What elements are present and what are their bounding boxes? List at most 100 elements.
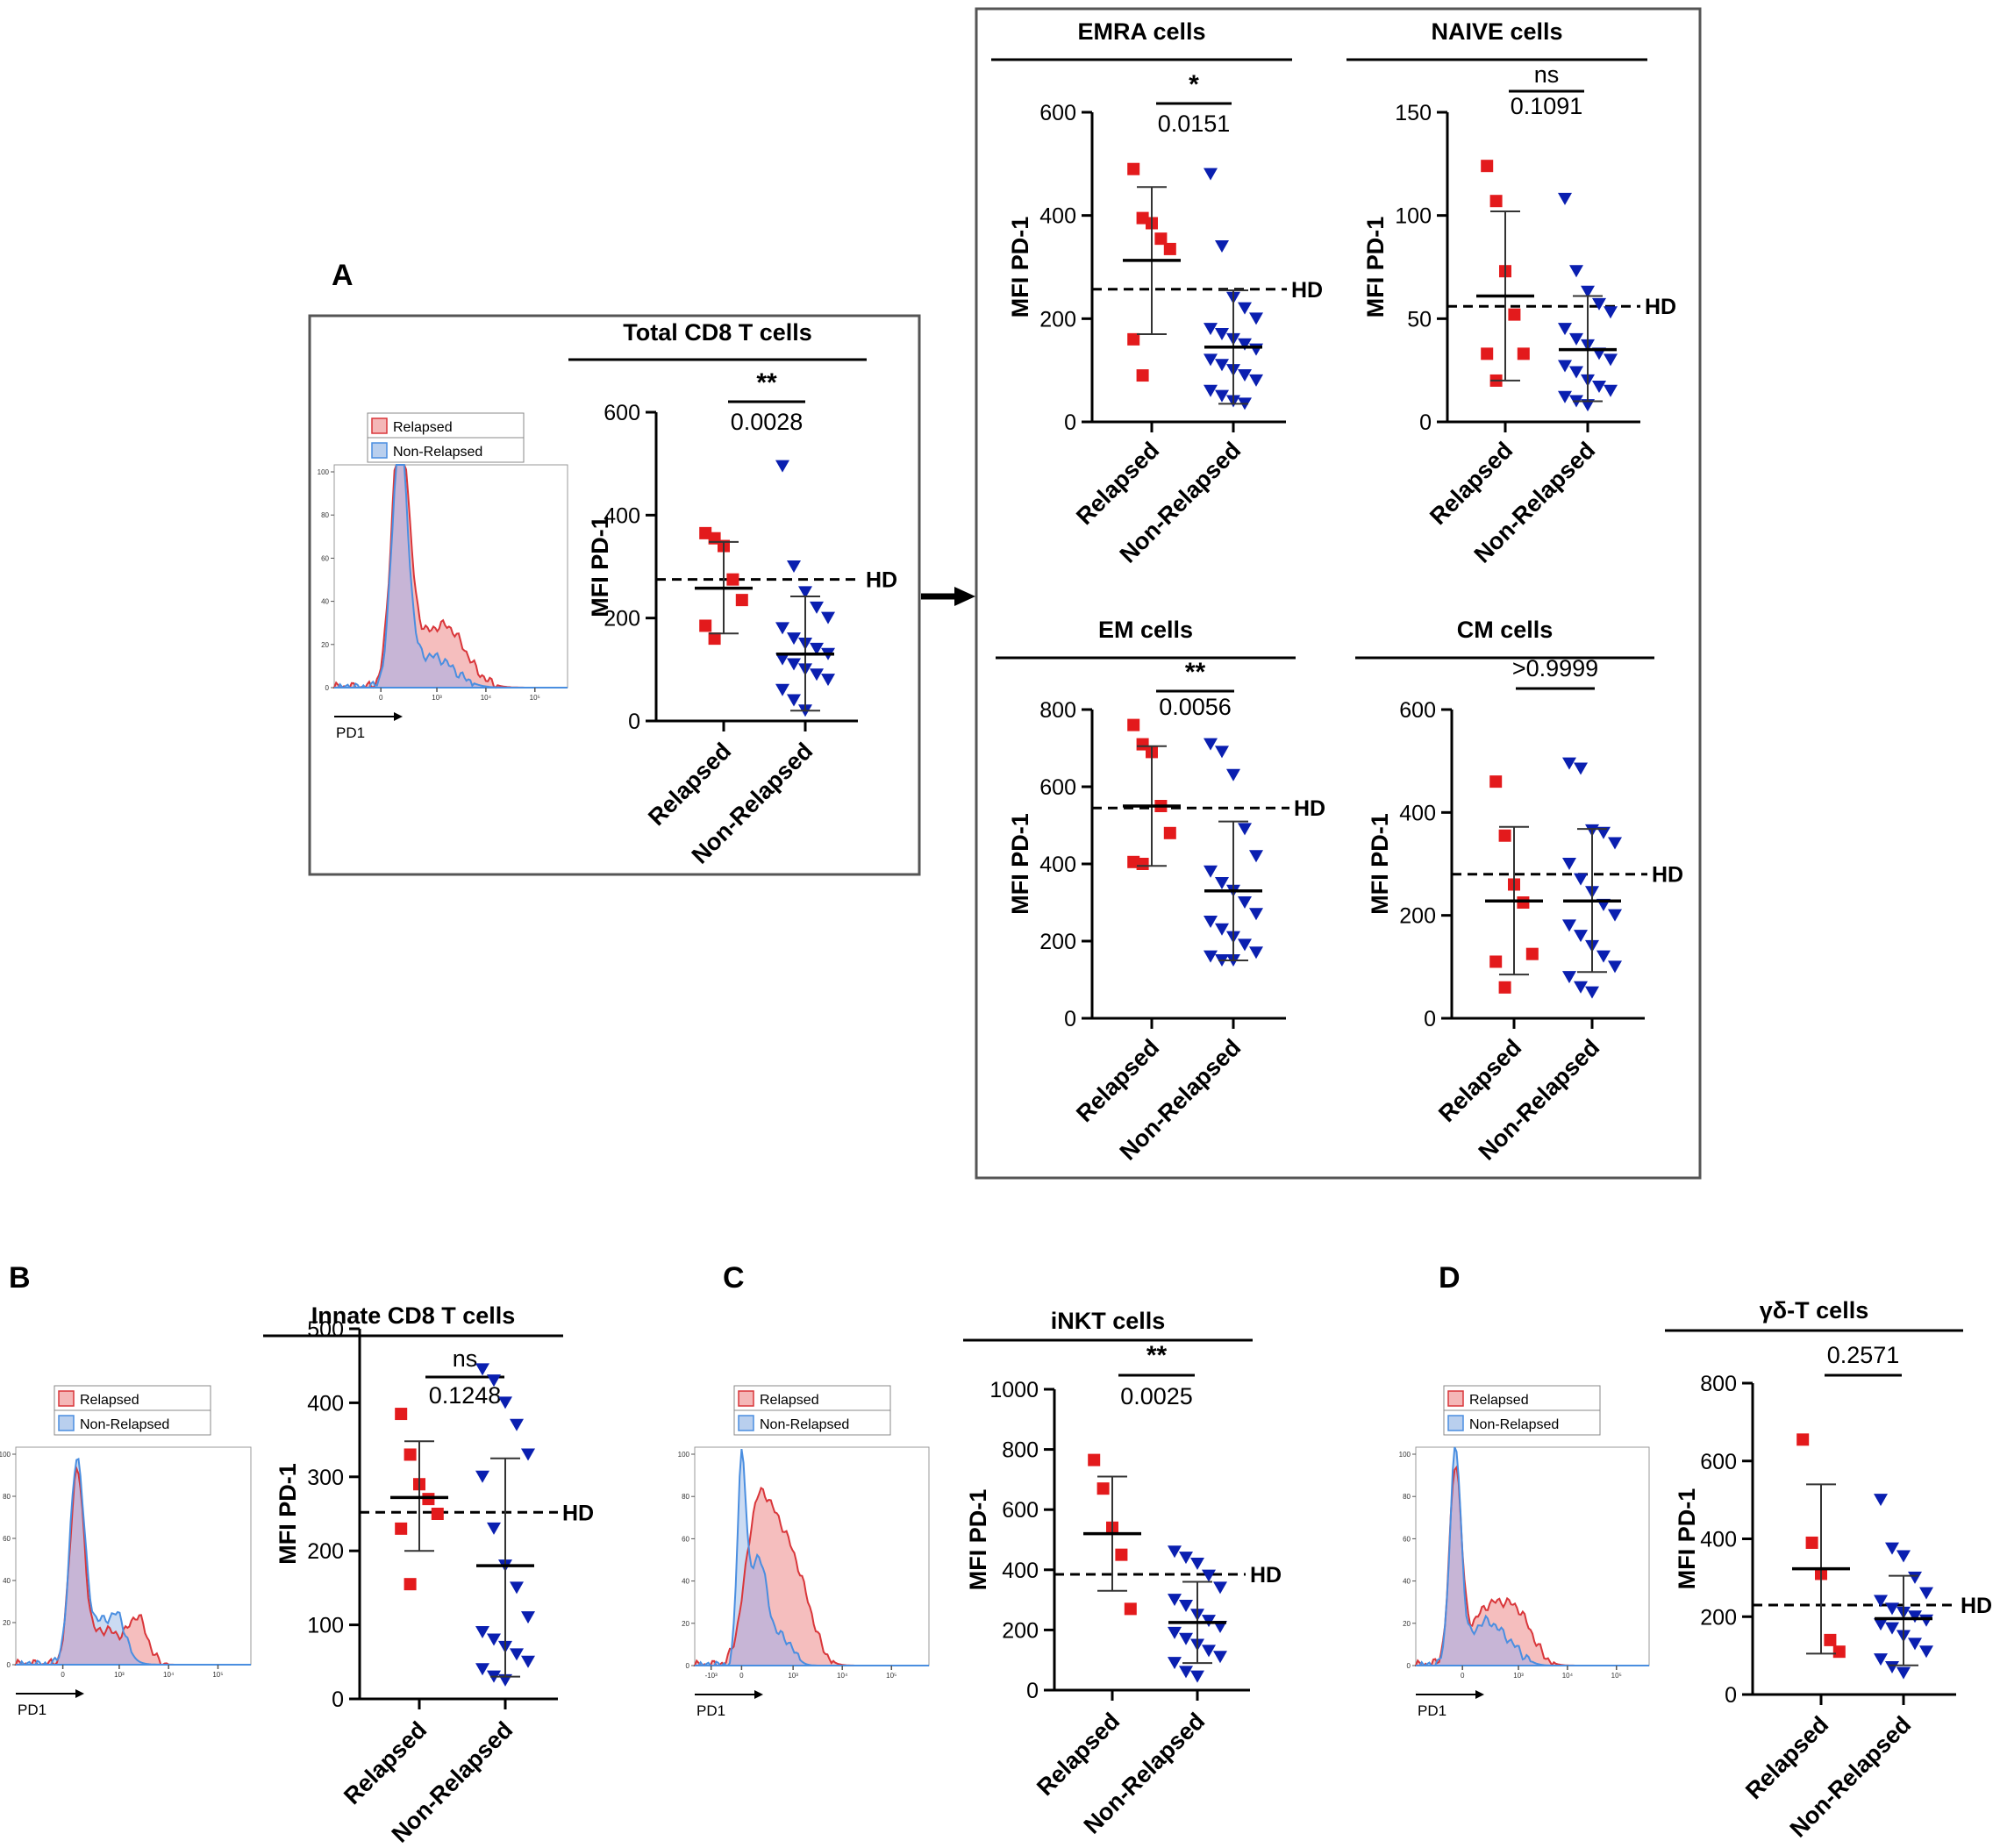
data-point-non-relapsed	[1204, 950, 1218, 963]
data-point-non-relapsed	[1215, 923, 1229, 936]
y-tick-label: 400	[604, 503, 640, 528]
hist-y-tick-label: 0	[325, 684, 330, 692]
legend-swatch-non-relapsed	[1447, 1415, 1464, 1431]
hist-x-tick-label: 10⁴	[163, 1671, 175, 1679]
y-tick-label: 400	[1399, 801, 1436, 825]
data-point-non-relapsed	[1238, 302, 1252, 315]
hist-x-tick-label: 10³	[432, 694, 442, 702]
legend-swatch-non-relapsed	[58, 1415, 75, 1431]
data-point-non-relapsed	[1204, 323, 1218, 336]
data-point-non-relapsed	[810, 642, 824, 655]
data-point-relapsed	[1517, 347, 1530, 360]
hist-x-axis-title: PD1	[696, 1702, 725, 1719]
y-tick-label: 600	[1700, 1450, 1737, 1474]
data-point-relapsed	[1127, 162, 1140, 175]
data-point-non-relapsed	[1249, 850, 1263, 863]
data-point-non-relapsed	[1592, 297, 1606, 310]
data-point-non-relapsed	[1238, 369, 1252, 382]
data-point-relapsed	[1096, 1482, 1110, 1495]
legend-label: Relapsed	[1469, 1393, 1529, 1408]
chart-title: EMRA cells	[1077, 18, 1205, 45]
data-point-non-relapsed	[1238, 338, 1252, 351]
y-tick-label: 800	[1002, 1438, 1039, 1463]
data-point-non-relapsed	[775, 622, 789, 635]
legend-label: Relapsed	[760, 1393, 819, 1408]
y-axis-title: MFI PD-1	[965, 1489, 991, 1591]
histogram-non-relapsed-line	[16, 1457, 251, 1666]
y-tick-label: 400	[1039, 204, 1076, 229]
hist-y-tick-label: 20	[682, 1620, 689, 1628]
arrow-right-icon	[75, 1689, 84, 1698]
data-point-relapsed	[1498, 829, 1511, 842]
hist-x-tick-label: 10⁵	[530, 694, 540, 702]
data-point-non-relapsed	[1213, 1581, 1227, 1595]
y-tick-label: 600	[1399, 698, 1436, 723]
hist-y-tick-label: 60	[3, 1535, 11, 1543]
hist-y-tick-label: 40	[3, 1577, 11, 1585]
legend-box	[54, 1409, 211, 1436]
chart-title: NAIVE cells	[1431, 18, 1562, 45]
hist-y-tick-label: 100	[0, 1451, 11, 1459]
chart-innate-cd8: Innate CD8 T cells 0 100 200 300 400 500 MFI PD…	[263, 1302, 594, 1848]
hist-y-tick-label: 100	[318, 468, 330, 476]
y-tick-label: 500	[307, 1317, 344, 1342]
hist-y-tick-label: 80	[682, 1493, 689, 1501]
y-axis-title: MFI PD-1	[1007, 217, 1033, 318]
data-point-non-relapsed	[1885, 1602, 1899, 1616]
data-point-non-relapsed	[1874, 1494, 1888, 1507]
data-point-non-relapsed	[1238, 938, 1252, 952]
y-tick-label: 0	[1064, 1007, 1076, 1031]
legend-label: Relapsed	[393, 420, 453, 435]
y-tick-label: 0	[1725, 1683, 1737, 1708]
data-point-non-relapsed	[1604, 384, 1618, 397]
data-point-relapsed	[1115, 1548, 1128, 1561]
data-point-non-relapsed	[1179, 1666, 1193, 1679]
hist-y-tick-label: 80	[3, 1493, 11, 1501]
y-tick-label: 600	[1002, 1498, 1039, 1523]
data-point-relapsed	[1163, 826, 1176, 839]
data-point-non-relapsed	[1574, 981, 1588, 994]
y-tick-label: 0	[1424, 1007, 1436, 1031]
histogram-overlap-fill	[16, 1468, 251, 1665]
data-point-non-relapsed	[1896, 1550, 1911, 1563]
hist-x-tick-label: 10⁴	[481, 694, 492, 702]
hist-y-tick-label: 60	[1403, 1535, 1411, 1543]
data-point-non-relapsed	[1908, 1571, 1922, 1584]
legend-swatch-relapsed	[738, 1390, 754, 1407]
data-point-non-relapsed	[1204, 738, 1218, 751]
x-category-label: Relapsed	[1032, 1708, 1125, 1801]
data-point-non-relapsed	[1608, 909, 1622, 922]
legend-swatch-relapsed	[58, 1390, 75, 1407]
data-point-non-relapsed	[475, 1470, 489, 1483]
hist-y-tick-label: 60	[321, 554, 329, 562]
data-point-relapsed	[1525, 947, 1539, 960]
data-point-non-relapsed	[1215, 877, 1229, 889]
legend-swatch-non-relapsed	[738, 1415, 754, 1431]
y-tick-label: 800	[1700, 1372, 1737, 1396]
hist-y-tick-label: 40	[682, 1578, 689, 1586]
data-point-non-relapsed	[1574, 930, 1588, 943]
y-tick-label: 100	[1395, 204, 1432, 229]
data-point-non-relapsed	[810, 668, 824, 681]
data-point-relapsed	[1508, 308, 1521, 321]
y-tick-label: 400	[1002, 1559, 1039, 1583]
data-point-non-relapsed	[1604, 306, 1618, 319]
data-point-relapsed	[431, 1508, 444, 1520]
chart-title: CM cells	[1457, 617, 1554, 643]
significance-label: **	[1185, 658, 1206, 687]
legend-label: Non-Relapsed	[760, 1417, 849, 1432]
data-point-non-relapsed	[1204, 865, 1218, 878]
histogram-non-relapsed-line	[334, 464, 568, 689]
x-category-label: Relapsed	[339, 1716, 432, 1809]
panel-letter-d: D	[1439, 1261, 1461, 1295]
hist-y-tick-label: 20	[1403, 1620, 1411, 1628]
data-point-relapsed	[1127, 332, 1140, 346]
data-point-non-relapsed	[1569, 265, 1583, 278]
hist-y-tick-label: 100	[678, 1451, 690, 1459]
data-point-non-relapsed	[1592, 380, 1606, 393]
data-point-non-relapsed	[1249, 374, 1263, 387]
data-point-non-relapsed	[1574, 762, 1588, 775]
p-value-label: 0.0151	[1158, 111, 1231, 137]
data-point-non-relapsed	[1558, 390, 1572, 403]
